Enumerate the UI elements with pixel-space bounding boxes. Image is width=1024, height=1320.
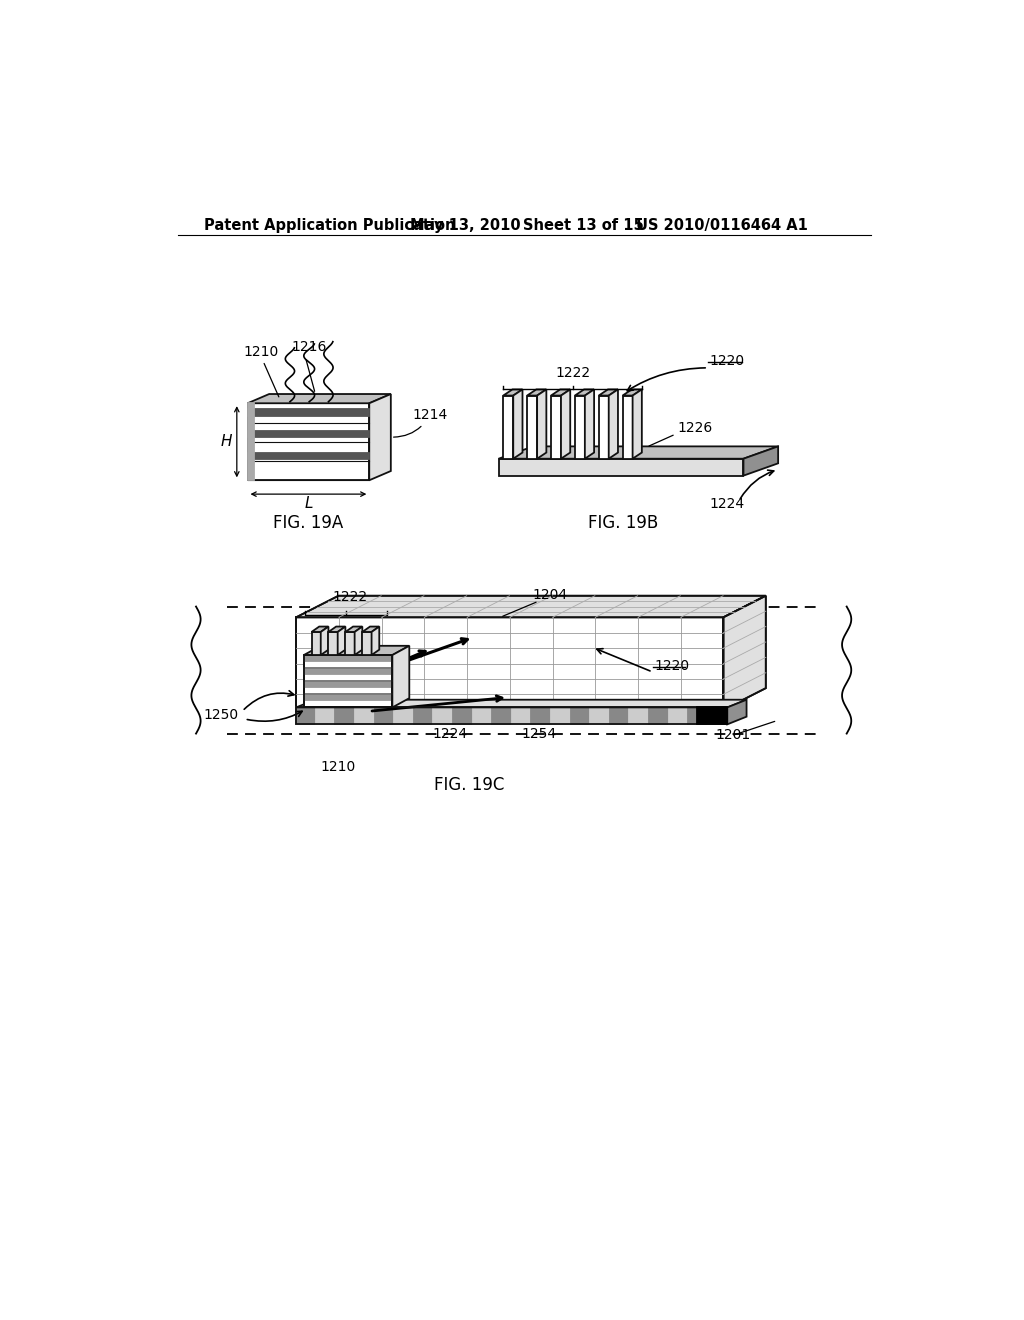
Polygon shape bbox=[355, 708, 375, 725]
Polygon shape bbox=[574, 396, 585, 459]
Polygon shape bbox=[708, 708, 727, 725]
Polygon shape bbox=[570, 708, 590, 725]
Text: Patent Application Publication: Patent Application Publication bbox=[204, 218, 456, 232]
Polygon shape bbox=[345, 632, 354, 655]
Polygon shape bbox=[370, 395, 391, 480]
Text: US 2010/0116464 A1: US 2010/0116464 A1 bbox=[636, 218, 808, 232]
Polygon shape bbox=[321, 627, 329, 655]
Polygon shape bbox=[727, 700, 746, 725]
Polygon shape bbox=[433, 708, 453, 725]
Text: 1214: 1214 bbox=[393, 408, 447, 437]
Text: 1224: 1224 bbox=[432, 727, 468, 742]
Text: 1222: 1222 bbox=[555, 366, 590, 380]
Text: 1222: 1222 bbox=[333, 590, 368, 605]
Polygon shape bbox=[296, 618, 724, 710]
Text: 1226: 1226 bbox=[677, 421, 713, 434]
Polygon shape bbox=[513, 389, 522, 459]
Text: H: H bbox=[221, 434, 232, 449]
Text: 1216: 1216 bbox=[292, 341, 327, 354]
Polygon shape bbox=[585, 389, 594, 459]
Polygon shape bbox=[248, 404, 370, 480]
Polygon shape bbox=[503, 389, 522, 396]
Polygon shape bbox=[311, 627, 329, 632]
Polygon shape bbox=[531, 708, 551, 725]
Polygon shape bbox=[696, 708, 727, 725]
Text: 1220: 1220 bbox=[710, 354, 744, 368]
Polygon shape bbox=[304, 668, 392, 675]
Polygon shape bbox=[551, 396, 561, 459]
Polygon shape bbox=[329, 632, 338, 655]
Polygon shape bbox=[609, 708, 630, 725]
Text: 1250: 1250 bbox=[204, 708, 239, 722]
Polygon shape bbox=[623, 396, 633, 459]
Polygon shape bbox=[296, 595, 766, 618]
Polygon shape bbox=[248, 409, 370, 416]
Polygon shape bbox=[649, 708, 669, 725]
Text: 1224: 1224 bbox=[710, 498, 744, 511]
Polygon shape bbox=[499, 446, 778, 459]
Polygon shape bbox=[248, 430, 370, 437]
Polygon shape bbox=[724, 595, 766, 710]
Text: L: L bbox=[304, 496, 312, 511]
Text: 1201: 1201 bbox=[716, 729, 751, 742]
Polygon shape bbox=[688, 708, 708, 725]
Polygon shape bbox=[503, 396, 513, 459]
Polygon shape bbox=[392, 645, 410, 708]
Polygon shape bbox=[362, 632, 372, 655]
Polygon shape bbox=[561, 389, 570, 459]
Polygon shape bbox=[304, 655, 392, 708]
Text: 1220: 1220 bbox=[654, 660, 689, 673]
Polygon shape bbox=[311, 632, 321, 655]
Polygon shape bbox=[338, 627, 345, 655]
Text: FIG. 19C: FIG. 19C bbox=[434, 776, 505, 793]
Text: FIG. 19A: FIG. 19A bbox=[272, 513, 343, 532]
Polygon shape bbox=[394, 708, 414, 725]
Polygon shape bbox=[453, 708, 472, 725]
Polygon shape bbox=[512, 708, 531, 725]
Polygon shape bbox=[551, 389, 570, 396]
Polygon shape bbox=[296, 708, 315, 725]
Polygon shape bbox=[630, 708, 649, 725]
Text: 1204: 1204 bbox=[532, 587, 567, 602]
Polygon shape bbox=[362, 627, 379, 632]
Polygon shape bbox=[414, 708, 433, 725]
Polygon shape bbox=[599, 396, 608, 459]
Polygon shape bbox=[608, 389, 617, 459]
Polygon shape bbox=[248, 453, 370, 459]
Polygon shape bbox=[574, 389, 594, 396]
Polygon shape bbox=[599, 389, 617, 396]
Polygon shape bbox=[499, 459, 743, 475]
Text: May 13, 2010: May 13, 2010 bbox=[410, 218, 520, 232]
Polygon shape bbox=[296, 700, 746, 708]
Polygon shape bbox=[551, 708, 570, 725]
Polygon shape bbox=[743, 446, 778, 475]
Polygon shape bbox=[527, 389, 547, 396]
Text: 1210: 1210 bbox=[244, 345, 280, 359]
Polygon shape bbox=[304, 655, 392, 661]
Polygon shape bbox=[304, 645, 410, 655]
Polygon shape bbox=[493, 708, 512, 725]
Polygon shape bbox=[669, 708, 688, 725]
Text: 1210: 1210 bbox=[321, 759, 356, 774]
Polygon shape bbox=[248, 395, 391, 404]
Polygon shape bbox=[633, 389, 642, 459]
Polygon shape bbox=[304, 694, 392, 700]
Polygon shape bbox=[623, 389, 642, 396]
Text: 1254: 1254 bbox=[521, 727, 556, 742]
Polygon shape bbox=[375, 708, 394, 725]
Polygon shape bbox=[345, 627, 362, 632]
Text: FIG. 19B: FIG. 19B bbox=[588, 513, 658, 532]
Polygon shape bbox=[527, 396, 538, 459]
Polygon shape bbox=[315, 708, 335, 725]
Polygon shape bbox=[472, 708, 493, 725]
Polygon shape bbox=[354, 627, 362, 655]
Polygon shape bbox=[590, 708, 609, 725]
Polygon shape bbox=[335, 708, 355, 725]
Polygon shape bbox=[304, 681, 392, 688]
Polygon shape bbox=[372, 627, 379, 655]
Polygon shape bbox=[538, 389, 547, 459]
Text: Sheet 13 of 15: Sheet 13 of 15 bbox=[523, 218, 644, 232]
Polygon shape bbox=[248, 404, 254, 480]
Polygon shape bbox=[329, 627, 345, 632]
